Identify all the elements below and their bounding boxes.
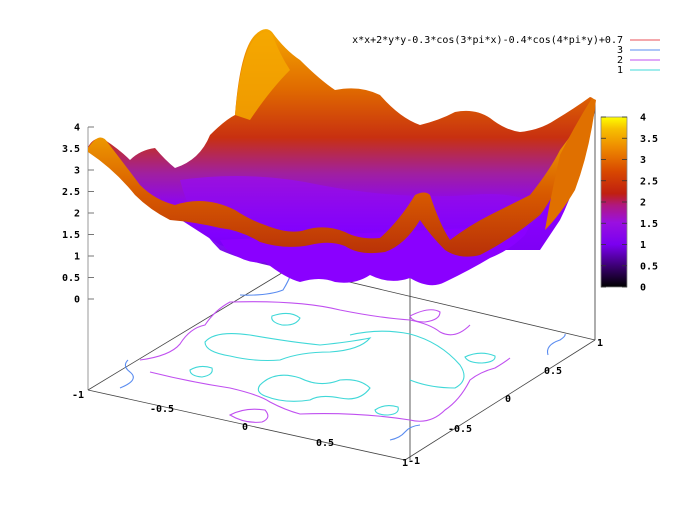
legend: x*x+2*y*y-0.3*cos(3*pi*x)-0.4*cos(4*pi*y…: [352, 35, 660, 76]
x-tick-label: 0: [242, 422, 248, 433]
z-tick-label: 3.5: [62, 144, 80, 155]
colorbar-tick-label: 2: [640, 198, 646, 209]
contour-level-1: [271, 312, 301, 326]
colorbar-tick-label: 2.5: [640, 176, 658, 187]
x-axis-tick-labels: -1 -0.5 0 0.5 1: [72, 390, 408, 469]
colorbar-tick-label: 0.5: [640, 261, 658, 272]
z-tick-label: 1.5: [62, 230, 80, 241]
legend-entry-label: 3: [617, 45, 623, 56]
colorbar-tick-label: 0: [640, 283, 646, 294]
y-tick-label: 0.5: [544, 366, 562, 377]
z-tick-label: 3: [74, 166, 80, 177]
x-tick-label: -0.5: [150, 404, 174, 415]
z-tick-label: 0.5: [62, 273, 80, 284]
x-tick-label: -1: [72, 390, 84, 401]
y-tick-label: 1: [597, 338, 603, 349]
legend-entry-label: 2: [617, 55, 623, 66]
colorbar-tick-label: 3.5: [640, 134, 658, 145]
colorbar: 0 0.5 1 1.5 2 2.5 3 3.5 4: [600, 113, 658, 294]
z-tick-label: 2.5: [62, 187, 80, 198]
legend-entry-label: x*x+2*y*y-0.3*cos(3*pi*x)-0.4*cos(4*pi*y…: [352, 35, 623, 46]
colorbar-tick-label: 1: [640, 240, 646, 251]
colorbar-tick-label: 4: [640, 113, 646, 124]
x-tick-label: 1: [402, 458, 408, 469]
contour-level-3: [119, 359, 134, 389]
y-axis-tick-labels: -1 -0.5 0 0.5 1: [408, 338, 603, 467]
y-tick-label: -1: [408, 456, 420, 467]
z-axis: 0 0.5 1 1.5 2 2.5 3 3.5 4: [62, 123, 94, 390]
surface: [88, 29, 596, 286]
colorbar-tick-label: 1.5: [640, 219, 658, 230]
contour-level-2: [139, 301, 471, 361]
z-tick-label: 1: [74, 252, 80, 263]
z-tick-label: 4: [74, 123, 80, 134]
z-tick-label: 0: [74, 295, 80, 306]
y-tick-label: -0.5: [448, 424, 472, 435]
z-tick-label: 2: [74, 209, 80, 220]
x-tick-label: 0.5: [316, 438, 334, 449]
legend-entry-label: 1: [617, 65, 623, 76]
colorbar-tick-label: 3: [640, 155, 646, 166]
contour-lines: [119, 271, 566, 441]
y-tick-label: 0: [505, 394, 511, 405]
